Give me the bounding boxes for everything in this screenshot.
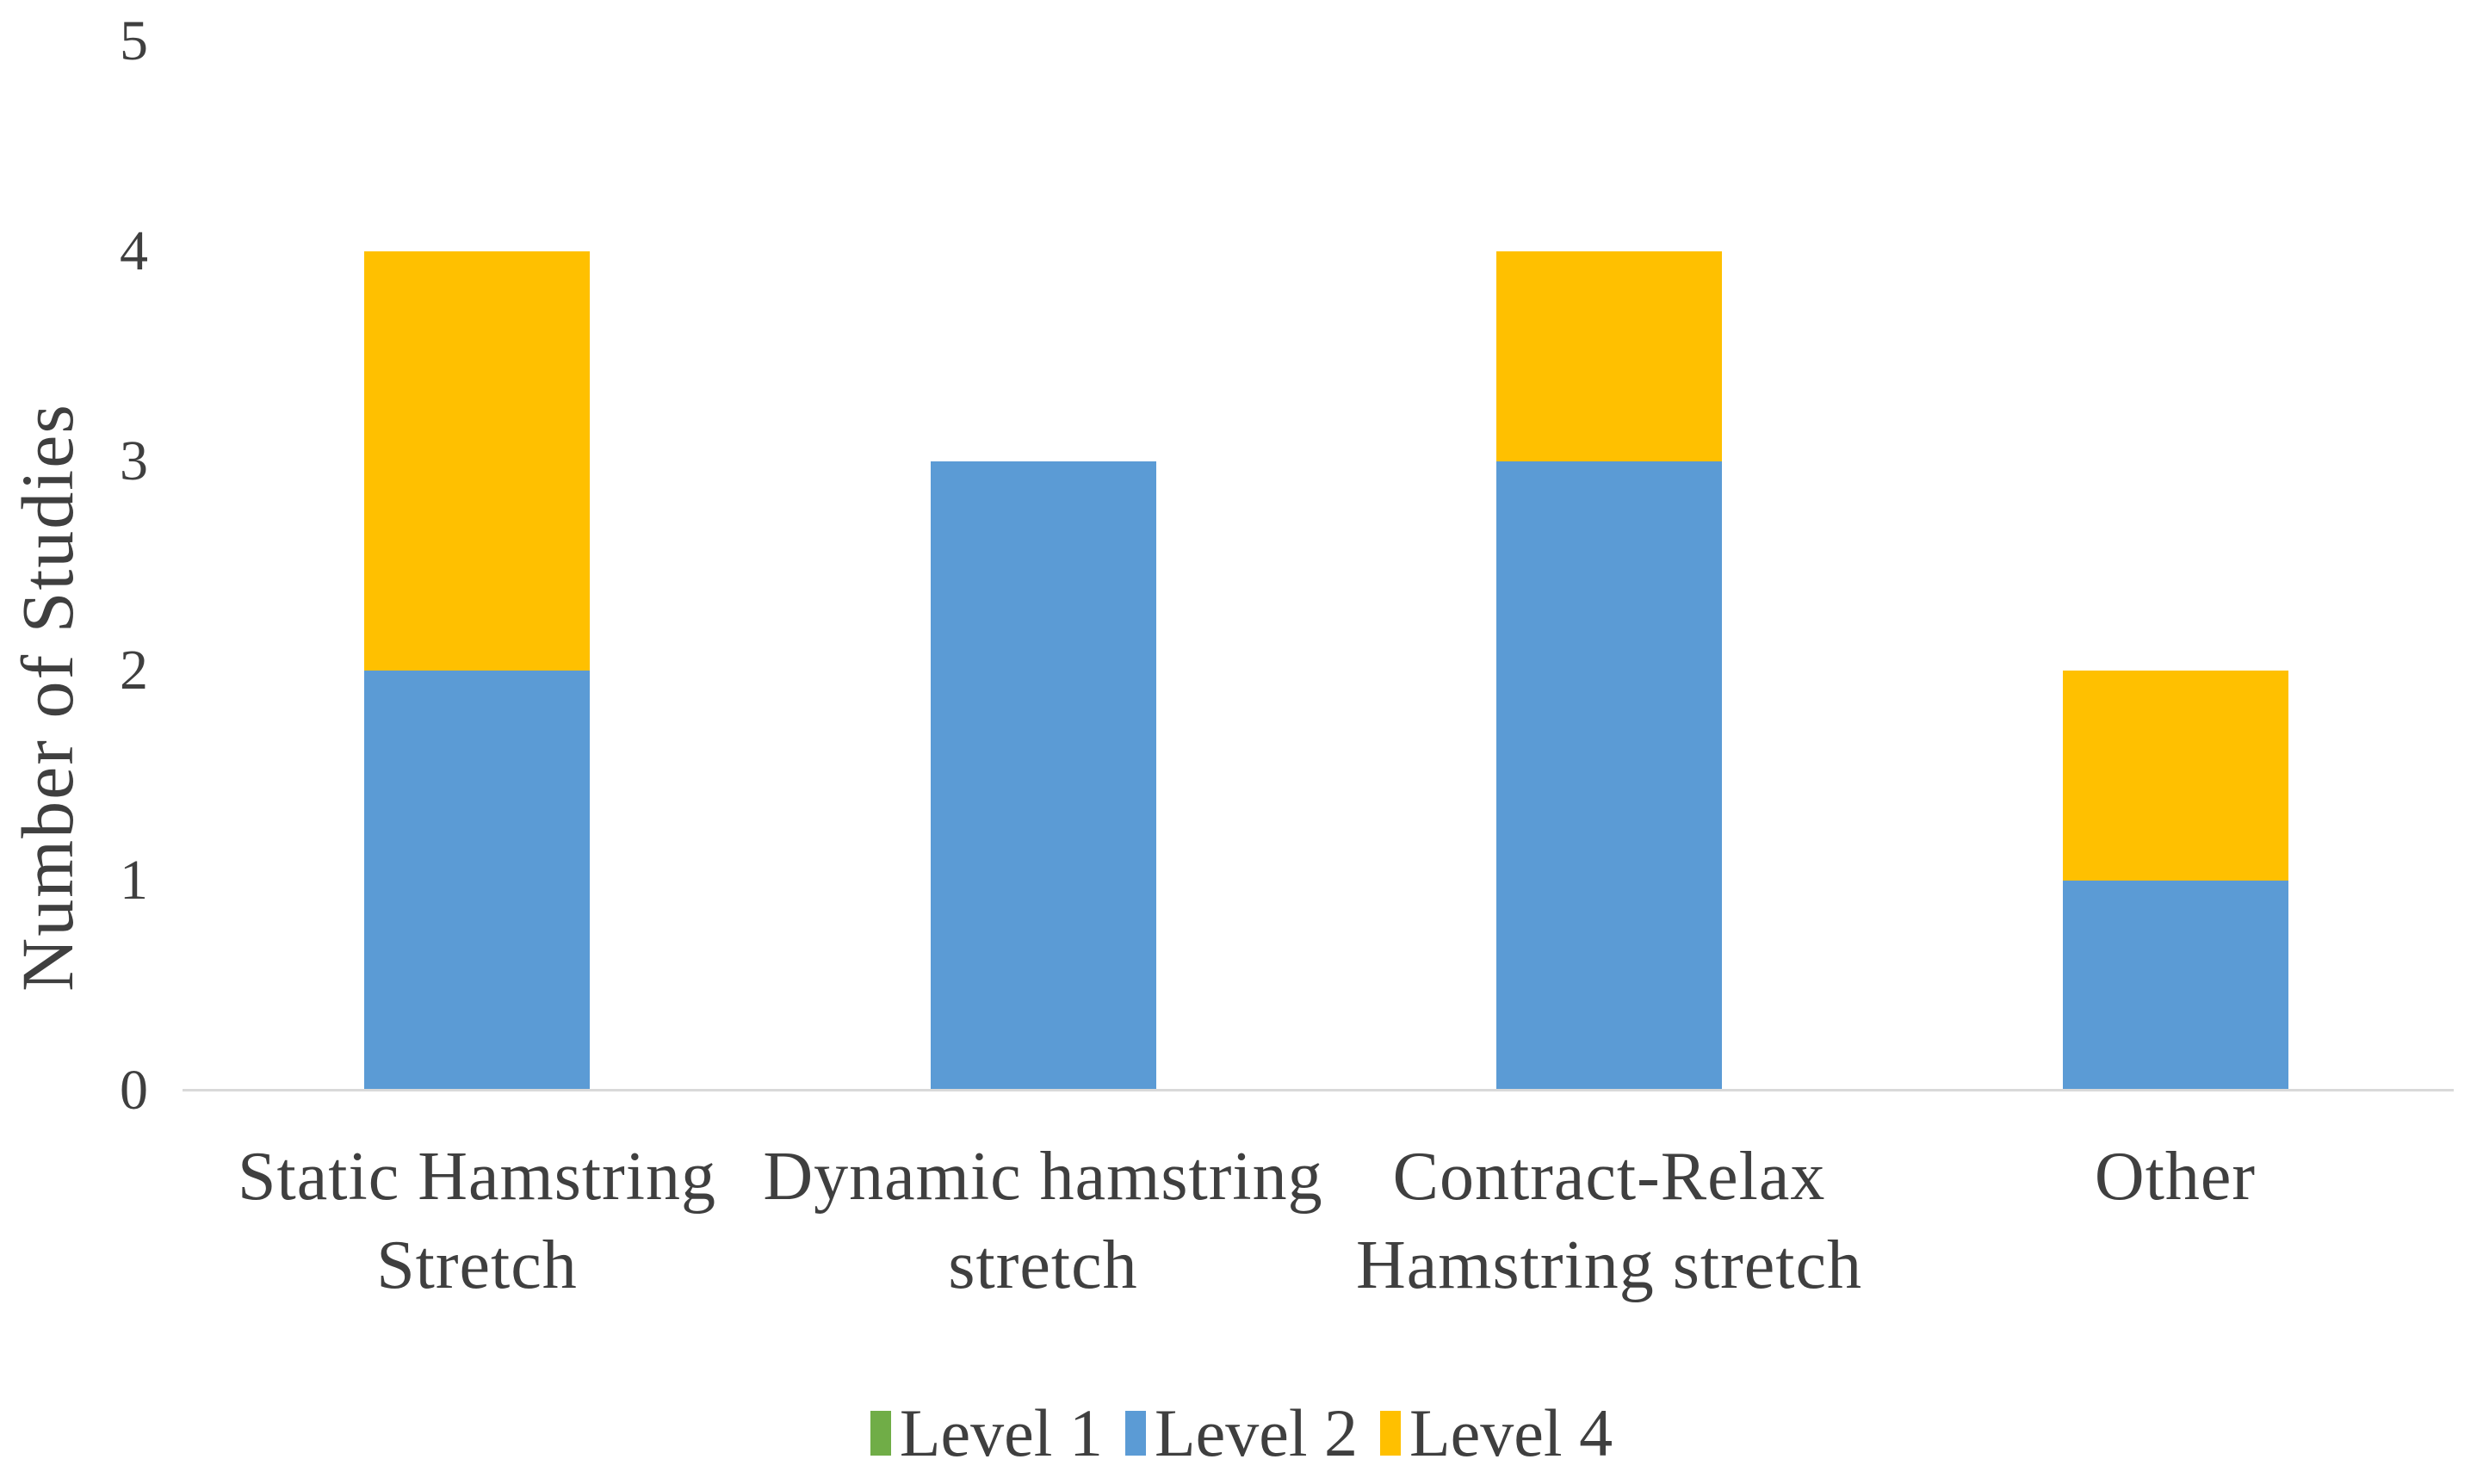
bar-segment-static-hamstring-stretch-level-4 <box>364 250 590 671</box>
bar-segment-other-level-4 <box>2062 671 2288 881</box>
x-axis-label-line: Hamstring stretch <box>1356 1227 1862 1303</box>
legend-swatch-level-2 <box>1124 1411 1146 1456</box>
legend-swatch-level-4 <box>1380 1411 1402 1456</box>
x-axis-label-line: Static Hamstring <box>238 1139 716 1215</box>
legend-label-level-1: Level 1 <box>899 1395 1103 1470</box>
x-axis-label-line: Contract-Relax <box>1392 1139 1826 1215</box>
y-tick-label-1: 1 <box>120 849 148 912</box>
y-tick-label-3: 3 <box>120 429 148 492</box>
y-tick-label-0: 0 <box>120 1059 148 1122</box>
x-axis-label-line: stretch <box>948 1227 1138 1303</box>
x-axis-line <box>183 1089 2454 1091</box>
bar-segment-contract-relax-hamstring-stretch-level-4 <box>1496 250 1722 461</box>
y-tick-label-5: 5 <box>120 9 148 72</box>
bar-segment-static-hamstring-stretch-level-2 <box>364 671 590 1091</box>
legend-entry-level-1: Level 1 <box>870 1395 1103 1470</box>
legend-entry-level-4: Level 4 <box>1380 1395 1613 1470</box>
legend-entry-level-2: Level 2 <box>1124 1395 1359 1470</box>
bar-segment-contract-relax-hamstring-stretch-level-2 <box>1496 461 1722 1091</box>
x-axis-label-line: Other <box>2094 1139 2257 1215</box>
x-axis-label-other: Other <box>1883 1133 2468 1221</box>
legend-swatch-level-1 <box>870 1411 891 1456</box>
x-axis-label-line: Stretch <box>376 1227 578 1303</box>
x-axis-label-dynamic-hamstring-stretch: Dynamic hamstring stretch <box>751 1133 1336 1310</box>
y-tick-label-4: 4 <box>120 219 148 282</box>
bar-segment-other-level-2 <box>2062 881 2288 1091</box>
legend-label-level-4: Level 4 <box>1409 1395 1613 1470</box>
x-axis-label-contract-relax-hamstring-stretch: Contract-Relax Hamstring stretch <box>1316 1133 1902 1310</box>
x-axis-label-static-hamstring-stretch: Static Hamstring Stretch <box>184 1133 770 1310</box>
legend-label-level-2: Level 2 <box>1154 1395 1359 1470</box>
y-tick-label-2: 2 <box>120 639 148 702</box>
x-axis-label-line: Dynamic hamstring <box>763 1139 1323 1215</box>
bar-segment-dynamic-hamstring-stretch-level-2 <box>930 461 1156 1091</box>
legend: Level 1 Level 2 Level 4 <box>0 1395 2483 1470</box>
